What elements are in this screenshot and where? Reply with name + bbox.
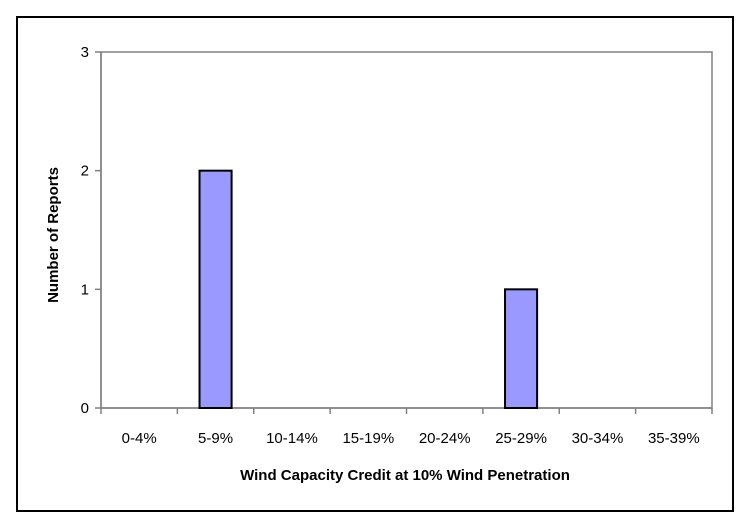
x-axis-title: Wind Capacity Credit at 10% Wind Penetra… <box>240 467 570 484</box>
bars <box>198 169 539 410</box>
x-tick-label: 0-4% <box>122 430 157 447</box>
plot-border <box>100 51 713 409</box>
y-axis-title: Number of Reports <box>45 167 62 303</box>
bar <box>198 169 233 409</box>
y-tick-label: 0 <box>81 400 89 417</box>
y-tick-label: 3 <box>81 44 89 61</box>
x-tick-label: 15-19% <box>342 430 394 447</box>
x-tick-label: 5-9% <box>198 430 233 447</box>
x-tick-label: 25-29% <box>495 430 547 447</box>
y-tick-label: 1 <box>81 281 89 298</box>
y-tick-label: 2 <box>81 163 89 180</box>
x-tick-label: 10-14% <box>266 430 318 447</box>
x-tick-label: 35-39% <box>648 430 700 447</box>
x-axis-ticks: 0-4% 5-9% 10-14% 15-19% 20-24% 25-29% 30-34% 35… <box>100 408 713 447</box>
y-axis-ticks: 0 1 2 3 <box>81 44 101 417</box>
bar <box>504 288 539 410</box>
plot-area <box>100 51 713 409</box>
x-tick-label: 20-24% <box>419 430 471 447</box>
x-tick-label: 30-34% <box>572 430 624 447</box>
